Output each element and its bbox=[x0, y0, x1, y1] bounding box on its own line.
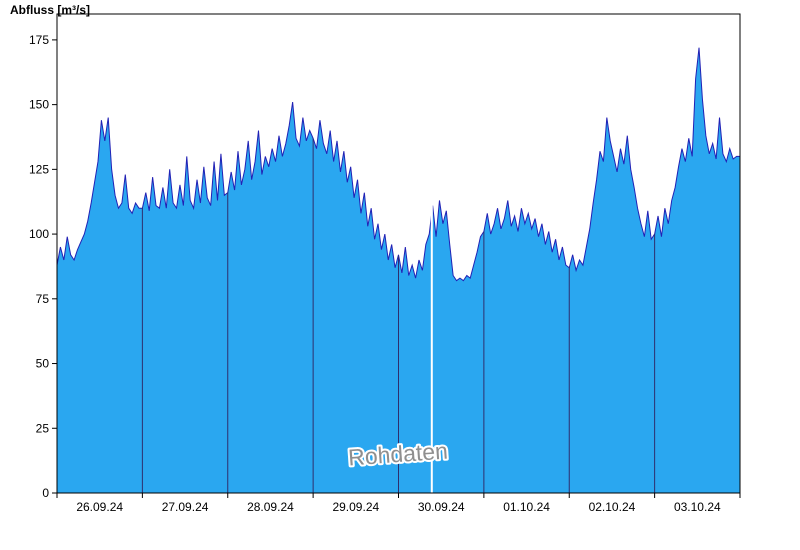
y-tick-label: 125 bbox=[29, 162, 49, 176]
y-tick-label: 175 bbox=[29, 33, 49, 47]
x-tick-label: 03.10.24 bbox=[674, 500, 721, 514]
y-tick-label: 150 bbox=[29, 98, 49, 112]
x-tick-label: 27.09.24 bbox=[162, 500, 209, 514]
y-tick-label: 50 bbox=[36, 357, 50, 371]
y-tick-label: 100 bbox=[29, 227, 49, 241]
y-tick-label: 0 bbox=[42, 486, 49, 500]
chart-title: Abfluss [m³/s] bbox=[10, 3, 91, 17]
watermark-text: Rohdaten bbox=[347, 438, 448, 471]
x-tick-label: 26.09.24 bbox=[76, 500, 123, 514]
y-tick-label: 25 bbox=[36, 421, 50, 435]
x-tick-label: 02.10.24 bbox=[589, 500, 636, 514]
x-tick-label: 29.09.24 bbox=[332, 500, 379, 514]
x-tick-label: 01.10.24 bbox=[503, 500, 550, 514]
x-tick-label: 30.09.24 bbox=[418, 500, 465, 514]
x-tick-label: 28.09.24 bbox=[247, 500, 294, 514]
y-tick-label: 75 bbox=[36, 292, 50, 306]
